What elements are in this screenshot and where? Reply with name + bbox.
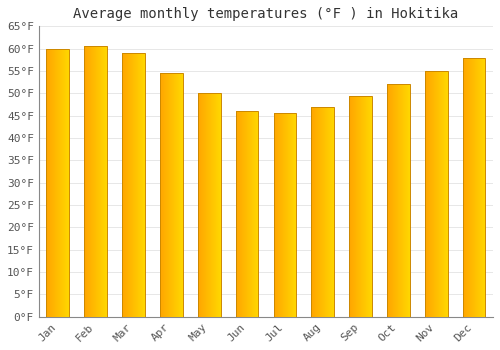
Bar xyxy=(312,107,334,317)
Bar xyxy=(236,111,258,317)
Bar xyxy=(84,47,107,317)
Bar xyxy=(198,93,220,317)
Title: Average monthly temperatures (°F ) in Hokitika: Average monthly temperatures (°F ) in Ho… xyxy=(74,7,458,21)
Bar xyxy=(274,113,296,317)
Bar xyxy=(387,84,410,317)
Bar xyxy=(122,53,145,317)
Bar xyxy=(425,71,448,317)
Bar xyxy=(46,49,69,317)
Bar xyxy=(349,96,372,317)
Bar xyxy=(160,73,182,317)
Bar xyxy=(463,57,485,317)
